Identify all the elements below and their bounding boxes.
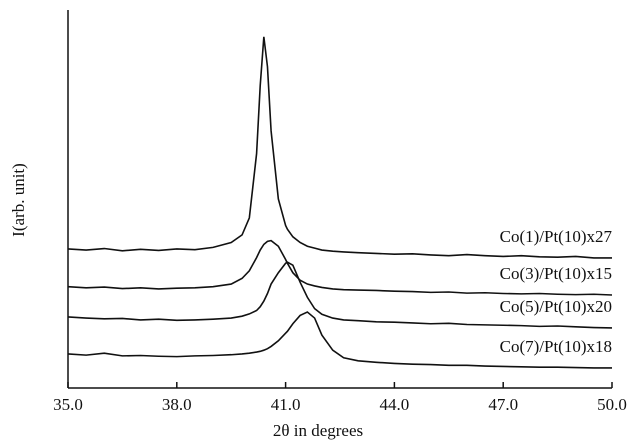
x-tick-label: 44.0 <box>380 395 410 414</box>
x-axis-title: 2θ in degrees <box>273 421 363 440</box>
series-label: Co(5)/Pt(10)x20 <box>500 297 612 316</box>
series-label: Co(1)/Pt(10)x27 <box>500 227 613 246</box>
series-label: Co(7)/Pt(10)x18 <box>500 337 612 356</box>
series-line <box>67 261 613 329</box>
series-line <box>67 311 612 369</box>
y-axis-title: I(arb. unit) <box>9 163 28 237</box>
x-tick-label: 41.0 <box>271 395 301 414</box>
series-label: Co(3)/Pt(10)x15 <box>500 264 612 283</box>
x-tick-label: 47.0 <box>488 395 518 414</box>
x-tick-label: 50.0 <box>597 395 627 414</box>
series-line <box>67 239 613 296</box>
series-line <box>67 36 612 259</box>
x-tick-label: 38.0 <box>162 395 192 414</box>
x-tick-label: 35.0 <box>53 395 83 414</box>
